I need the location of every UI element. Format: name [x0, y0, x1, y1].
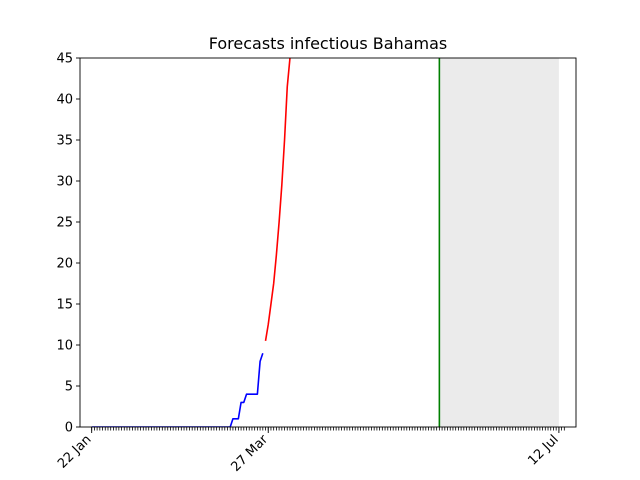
y-tick-label: 20 [56, 257, 73, 272]
y-tick-label: 0 [65, 421, 73, 436]
y-tick-label: 5 [65, 380, 73, 395]
y-tick-label: 30 [56, 175, 73, 190]
y-tick-label: 10 [56, 339, 73, 354]
y-tick-label: 35 [56, 134, 73, 149]
chart-title: Forecasts infectious Bahamas [209, 34, 448, 53]
y-tick-label: 25 [56, 216, 73, 231]
y-tick-label: 40 [56, 93, 73, 108]
series-line-0 [91, 352, 264, 427]
shaded-region [439, 58, 559, 427]
y-tick-label: 45 [56, 52, 73, 67]
y-tick-label: 15 [56, 298, 73, 313]
series-line-1 [264, 58, 291, 342]
